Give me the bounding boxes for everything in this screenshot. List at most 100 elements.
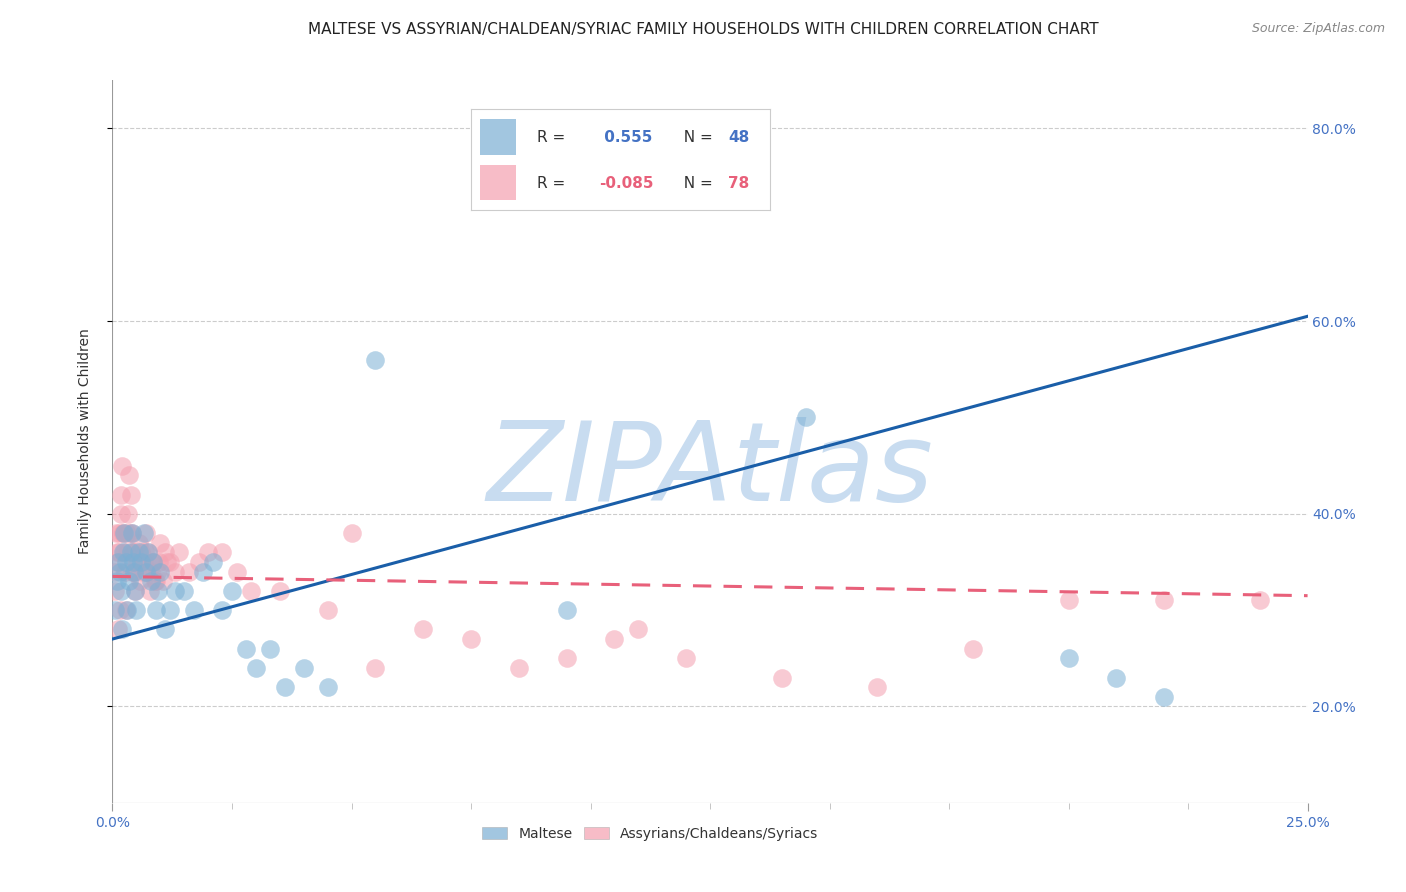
Point <box>675 651 697 665</box>
Point <box>127 555 149 569</box>
Point <box>273 680 295 694</box>
Point <box>364 661 387 675</box>
Point <box>128 545 150 559</box>
Point <box>108 603 131 617</box>
Legend: Maltese, Assyrians/Chaldeans/Syriacs: Maltese, Assyrians/Chaldeans/Syriacs <box>477 822 824 847</box>
Point <box>292 661 315 675</box>
Point <box>115 526 138 541</box>
Point <box>1105 671 1128 685</box>
Point <box>149 565 172 579</box>
Point <box>173 583 195 598</box>
Point <box>139 583 162 598</box>
Point <box>149 535 172 549</box>
Point <box>269 583 291 598</box>
Point <box>122 565 145 579</box>
Point <box>114 545 135 559</box>
Point <box>128 535 150 549</box>
Point <box>145 574 167 589</box>
Point <box>221 583 243 598</box>
Point <box>121 555 143 569</box>
Text: MALTESE VS ASSYRIAN/CHALDEAN/SYRIAC FAMILY HOUSEHOLDS WITH CHILDREN CORRELATION : MALTESE VS ASSYRIAN/CHALDEAN/SYRIAC FAMI… <box>308 22 1098 37</box>
Point <box>1249 593 1271 607</box>
Point <box>114 565 136 579</box>
Point <box>193 565 215 579</box>
Point <box>142 555 165 569</box>
Point <box>111 526 134 541</box>
Point <box>107 526 129 541</box>
Point <box>187 555 209 569</box>
Point <box>131 565 153 579</box>
Point <box>110 583 132 598</box>
Point <box>132 555 155 569</box>
Point <box>866 680 889 694</box>
Point <box>139 574 162 589</box>
Point <box>108 565 131 579</box>
Point <box>107 555 129 569</box>
Point <box>117 545 139 559</box>
Point <box>145 603 167 617</box>
Point <box>120 487 142 501</box>
Point <box>1153 593 1175 607</box>
Point <box>129 574 152 589</box>
Point <box>163 565 186 579</box>
Point <box>148 555 170 569</box>
Point <box>240 583 263 598</box>
Text: ZIPAtlas: ZIPAtlas <box>486 417 934 524</box>
Point <box>316 603 339 617</box>
Point <box>146 565 169 579</box>
Y-axis label: Family Households with Children: Family Households with Children <box>77 328 91 555</box>
Point <box>129 545 152 559</box>
Point <box>111 545 134 559</box>
Point <box>146 583 169 598</box>
Point <box>121 526 143 541</box>
Point <box>159 603 181 617</box>
Point <box>111 526 134 541</box>
Point <box>110 507 132 521</box>
Point <box>211 545 233 559</box>
Point <box>225 565 247 579</box>
Point <box>555 651 578 665</box>
Point <box>121 565 143 579</box>
Point <box>163 583 186 598</box>
Point <box>340 526 363 541</box>
Point <box>259 641 281 656</box>
Point <box>111 623 134 637</box>
Point <box>143 574 166 589</box>
Point <box>1057 593 1080 607</box>
Point <box>132 526 155 541</box>
Point <box>124 583 146 598</box>
Point <box>134 545 156 559</box>
Point <box>138 545 160 559</box>
Point <box>1057 651 1080 665</box>
Point <box>159 555 181 569</box>
Point <box>962 641 984 656</box>
Point <box>235 641 257 656</box>
Point <box>125 603 148 617</box>
Point <box>104 583 127 598</box>
Point <box>142 555 165 569</box>
Point <box>105 555 128 569</box>
Point <box>201 555 224 569</box>
Point <box>124 583 146 598</box>
Point <box>138 545 160 559</box>
Point <box>136 565 159 579</box>
Point <box>627 623 650 637</box>
Point <box>125 555 148 569</box>
Point <box>1153 690 1175 704</box>
Point <box>115 603 138 617</box>
Point <box>135 526 157 541</box>
Point <box>107 623 129 637</box>
Point <box>141 555 163 569</box>
Point <box>770 671 793 685</box>
Point <box>121 526 143 541</box>
Point <box>115 603 138 617</box>
Point <box>603 632 626 646</box>
Point <box>412 623 434 637</box>
Point <box>104 565 127 579</box>
Point <box>794 410 817 425</box>
Point <box>105 545 128 559</box>
Point <box>118 468 141 483</box>
Point <box>555 603 578 617</box>
Point <box>211 603 233 617</box>
Point <box>316 680 339 694</box>
